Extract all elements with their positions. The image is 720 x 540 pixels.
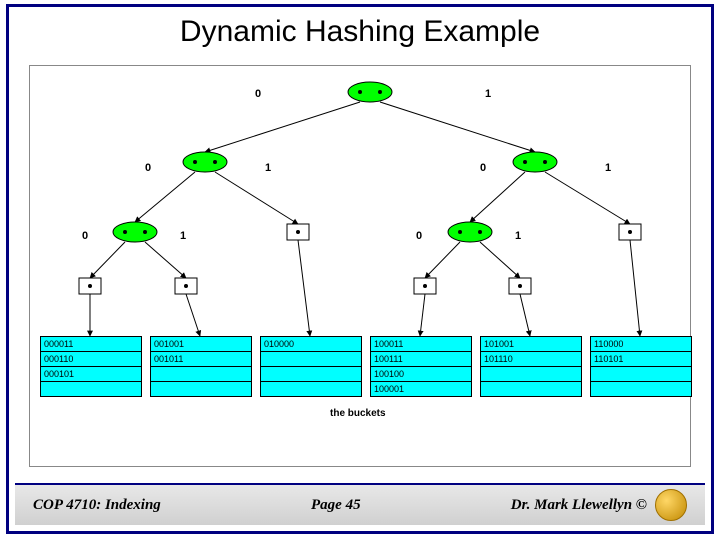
bucket-row: 100001 [371,382,471,396]
bucket-row: 100100 [371,367,471,382]
tree-edge [380,102,535,152]
bucket-row: 110101 [591,352,691,367]
tree-edge [470,172,525,222]
bucket: 101001101110 [480,336,582,397]
slide-frame: Dynamic Hashing Example 0 1 0 1 0 1 0 1 0 1 00001… [6,4,714,534]
edge-label: 1 [180,230,186,242]
diagram-area: 0101010101 00001100011000010100100100101… [29,65,691,467]
bucket-row [151,367,251,382]
edge-label: 1 [605,162,611,174]
bucket: 010000 [260,336,362,397]
edge-label: 0 [416,230,422,242]
bucket-row [261,352,361,367]
leaf-to-bucket-edge [520,294,530,336]
edge-label: 0 [82,230,88,242]
tree-edge [135,172,195,222]
bucket-row: 000101 [41,367,141,382]
bucket-row: 110000 [591,337,691,352]
footer-left: COP 4710: Indexing [33,497,161,514]
leaf-to-bucket-edge [186,294,200,336]
bucket-row [261,382,361,396]
slide-title: Dynamic Hashing Example [9,15,711,49]
bucket-row [481,367,581,382]
bucket-row [591,367,691,382]
edge-label: 0 [145,162,151,174]
tree-node [348,82,392,102]
edge-label: 1 [515,230,521,242]
bucket-row [261,367,361,382]
tree-svg [30,66,690,466]
bucket: 001001001011 [150,336,252,397]
tree-edge [205,102,360,152]
bucket-row: 101110 [481,352,581,367]
tree-edge [90,242,125,278]
leaf-to-bucket-edge [298,240,310,336]
tree-node [113,222,157,242]
leaf-to-bucket-edge [630,240,640,336]
edge-label: 1 [485,88,491,100]
bucket-row: 100011 [371,337,471,352]
bucket-row: 000110 [41,352,141,367]
bucket-row: 010000 [261,337,361,352]
bucket-row: 001001 [151,337,251,352]
bucket: 000011000110000101 [40,336,142,397]
tree-edge [545,172,630,224]
bucket-row: 101001 [481,337,581,352]
leaf-to-bucket-edge [420,294,425,336]
bucket-row [591,382,691,396]
buckets-label: the buckets [330,408,386,419]
bucket-row [41,382,141,396]
bucket-row: 001011 [151,352,251,367]
tree-edge [215,172,298,224]
bucket: 110000110101 [590,336,692,397]
tree-node [183,152,227,172]
ucf-logo-icon [655,489,687,521]
tree-edge [145,242,186,278]
tree-edge [425,242,460,278]
bucket-row [151,382,251,396]
bucket-row: 000011 [41,337,141,352]
bucket-row [481,382,581,396]
footer: COP 4710: Indexing Page 45 Dr. Mark Llew… [15,483,705,525]
tree-node [513,152,557,172]
footer-right: Dr. Mark Llewellyn © [511,497,647,514]
bucket: 100011100111100100100001 [370,336,472,397]
tree-node [448,222,492,242]
bucket-row: 100111 [371,352,471,367]
footer-center: Page 45 [311,497,361,514]
edge-label: 0 [480,162,486,174]
edge-label: 0 [255,88,261,100]
edge-label: 1 [265,162,271,174]
tree-edge [480,242,520,278]
